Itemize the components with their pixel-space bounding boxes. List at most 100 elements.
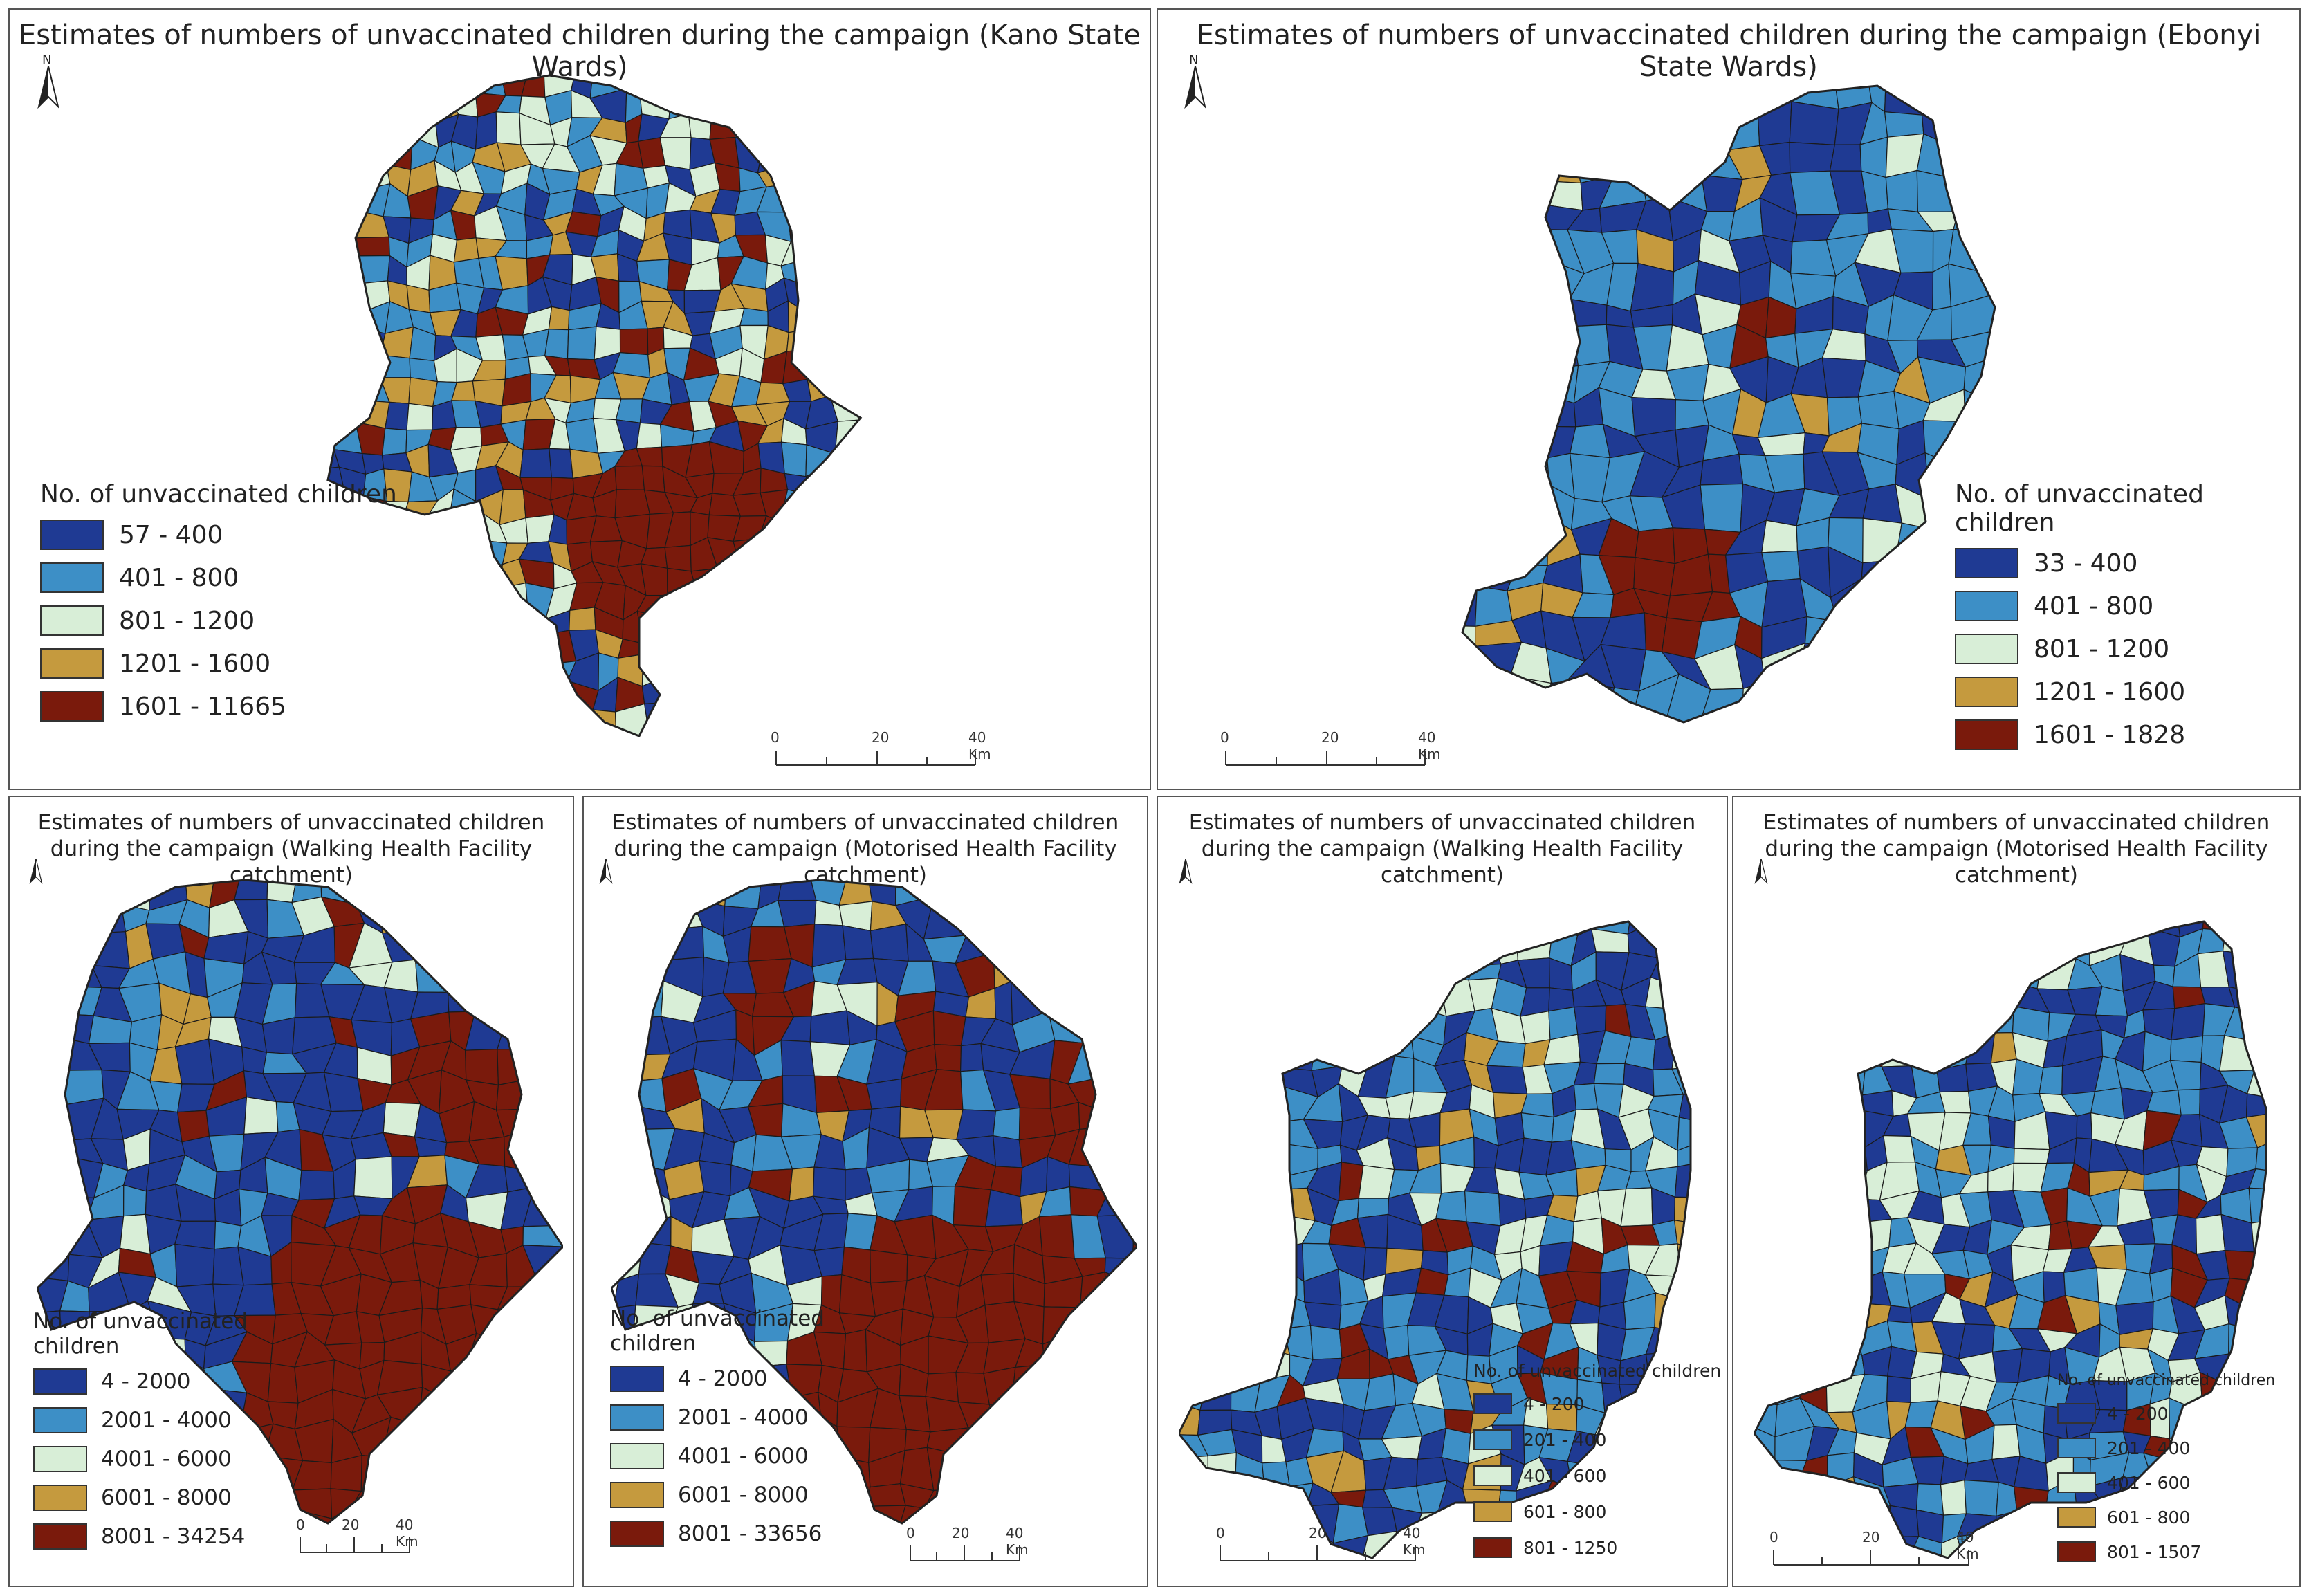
region-polygon bbox=[420, 909, 449, 939]
region-polygon bbox=[1831, 1221, 1865, 1255]
region-polygon bbox=[2257, 1326, 2266, 1357]
region-polygon bbox=[1128, 1155, 1137, 1191]
region-polygon bbox=[37, 1254, 70, 1282]
scale-bar: 0 20 40 Km bbox=[771, 729, 991, 771]
region-polygon bbox=[522, 960, 563, 987]
region-polygon bbox=[1334, 990, 1368, 1020]
region-polygon bbox=[665, 660, 697, 690]
region-polygon bbox=[984, 896, 1020, 926]
region-polygon bbox=[1758, 1273, 1789, 1303]
region-polygon bbox=[663, 926, 705, 961]
region-polygon bbox=[1518, 880, 1554, 907]
region-polygon bbox=[1254, 983, 1282, 1019]
region-polygon bbox=[1232, 1003, 1255, 1043]
region-polygon bbox=[1983, 229, 1995, 274]
region-polygon bbox=[37, 880, 66, 901]
region-polygon bbox=[436, 1419, 482, 1454]
region-polygon bbox=[328, 75, 342, 91]
region-polygon bbox=[1231, 1162, 1255, 1203]
region-polygon bbox=[1958, 881, 1998, 912]
region-polygon bbox=[1864, 719, 1901, 722]
region-polygon bbox=[1597, 717, 1647, 722]
region-polygon bbox=[522, 1489, 563, 1521]
region-polygon bbox=[1801, 1221, 1834, 1255]
legend-label: 401 - 600 bbox=[2107, 1472, 2191, 1493]
region-polygon bbox=[1479, 387, 1520, 425]
region-polygon bbox=[1107, 990, 1137, 1022]
region-polygon bbox=[386, 136, 413, 171]
region-polygon bbox=[1989, 356, 1995, 405]
region-polygon bbox=[1630, 720, 1680, 722]
region-polygon bbox=[1502, 304, 1536, 342]
region-polygon bbox=[1707, 1225, 1718, 1252]
region-polygon bbox=[870, 923, 909, 962]
region-polygon bbox=[1070, 1537, 1100, 1565]
region-polygon bbox=[1754, 953, 1774, 991]
scale-bar: 0 20 40 Km bbox=[906, 1525, 1047, 1566]
legend-label: 201 - 400 bbox=[1523, 1429, 1607, 1450]
region-polygon bbox=[401, 702, 433, 728]
choropleth-map bbox=[1754, 881, 2294, 1570]
region-polygon bbox=[1016, 925, 1054, 966]
region-polygon bbox=[1179, 1189, 1211, 1231]
region-polygon bbox=[1700, 483, 1744, 533]
region-polygon bbox=[1179, 1085, 1212, 1116]
region-polygon bbox=[559, 1563, 563, 1565]
region-polygon bbox=[1754, 1246, 1783, 1283]
region-polygon bbox=[44, 1157, 71, 1198]
region-polygon bbox=[1620, 1187, 1653, 1227]
region-polygon bbox=[1754, 1349, 1782, 1382]
region-polygon bbox=[1334, 1005, 1365, 1035]
region-polygon bbox=[1881, 881, 1913, 912]
region-polygon bbox=[1280, 978, 1315, 1020]
region-polygon bbox=[1985, 169, 1995, 211]
region-polygon bbox=[1989, 881, 2025, 912]
region-polygon bbox=[852, 475, 861, 494]
region-polygon bbox=[1204, 880, 1236, 909]
region-polygon bbox=[1700, 908, 1718, 940]
region-polygon bbox=[1383, 1324, 1410, 1360]
region-polygon bbox=[333, 375, 368, 401]
region-polygon bbox=[1462, 233, 1478, 280]
region-polygon bbox=[1234, 933, 1262, 962]
region-polygon bbox=[2274, 962, 2294, 990]
region-polygon bbox=[1806, 1136, 1840, 1178]
region-polygon bbox=[1800, 1293, 1841, 1332]
region-polygon bbox=[1226, 1065, 1267, 1094]
legend-label: 8001 - 33656 bbox=[678, 1521, 822, 1546]
region-polygon bbox=[712, 564, 740, 592]
region-polygon bbox=[1985, 958, 2023, 992]
region-polygon bbox=[617, 1016, 647, 1056]
region-polygon bbox=[2272, 1531, 2294, 1570]
region-polygon bbox=[2012, 1541, 2052, 1558]
region-polygon bbox=[1462, 548, 1480, 594]
region-polygon bbox=[1630, 262, 1675, 312]
region-polygon bbox=[1884, 673, 1934, 722]
region-polygon bbox=[457, 724, 480, 736]
region-polygon bbox=[1275, 1005, 1316, 1042]
region-polygon bbox=[1801, 1329, 1840, 1360]
region-polygon bbox=[1516, 921, 1554, 938]
region-polygon bbox=[526, 981, 563, 1023]
region-polygon bbox=[553, 1389, 563, 1425]
scale-bar: 0 20 40 Km bbox=[1220, 729, 1441, 771]
region-polygon bbox=[611, 1227, 643, 1250]
region-polygon bbox=[632, 895, 668, 935]
region-polygon bbox=[1278, 932, 1315, 960]
region-polygon bbox=[479, 587, 500, 618]
region-polygon bbox=[336, 253, 361, 286]
region-polygon bbox=[1258, 883, 1286, 914]
region-polygon bbox=[426, 607, 459, 639]
region-polygon bbox=[1773, 955, 1814, 983]
region-polygon bbox=[737, 564, 755, 592]
region-polygon bbox=[1698, 940, 1718, 963]
region-polygon bbox=[502, 1360, 531, 1397]
region-polygon bbox=[1774, 1013, 1810, 1042]
region-polygon bbox=[468, 988, 510, 1012]
region-polygon bbox=[1234, 986, 1260, 1019]
region-polygon bbox=[328, 232, 342, 255]
region-polygon bbox=[1179, 1056, 1212, 1090]
region-polygon bbox=[1956, 86, 1991, 120]
region-polygon bbox=[1489, 937, 1518, 965]
region-polygon bbox=[933, 880, 966, 911]
